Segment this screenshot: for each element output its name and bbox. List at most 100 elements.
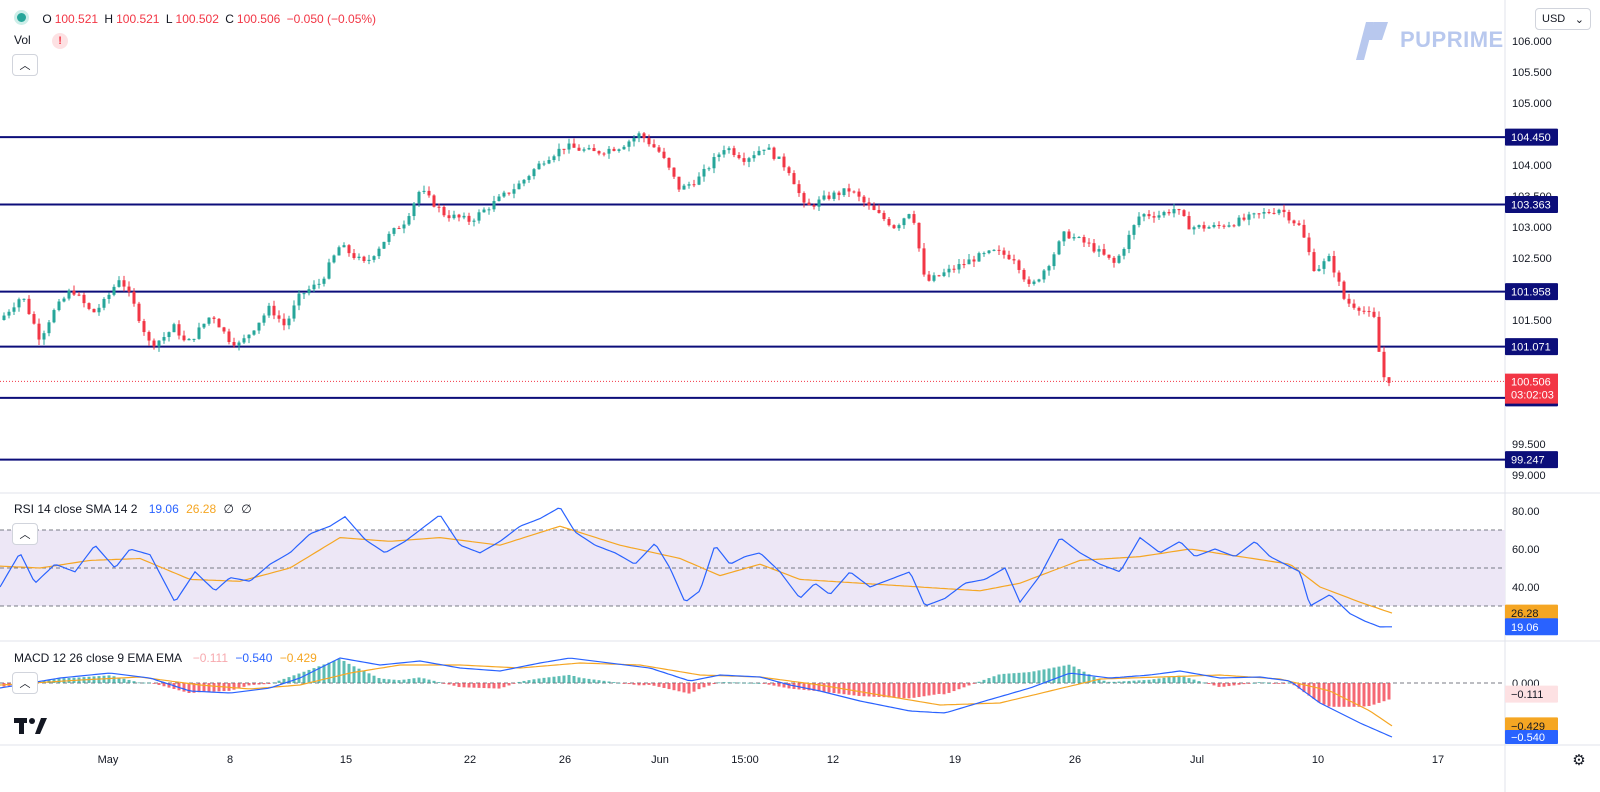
- macd-hist-bar: [567, 674, 571, 683]
- volume-warning-icon[interactable]: !: [52, 33, 69, 49]
- macd-hist-bar: [1202, 682, 1206, 684]
- macd-hist-bar: [1122, 681, 1126, 683]
- candle-body: [67, 290, 71, 299]
- macd-hist-bar: [192, 683, 196, 693]
- macd-hist-bar: [362, 671, 366, 683]
- macd-hist-bar: [662, 683, 666, 688]
- macd-hist-bar: [427, 679, 431, 683]
- symbol-status-dot: [14, 10, 29, 25]
- candle-body: [1302, 224, 1306, 238]
- currency-selector[interactable]: USD ⌄: [1535, 8, 1591, 30]
- candle-body: [887, 219, 891, 226]
- time-tick-label: 12: [827, 754, 839, 766]
- macd-hist-bar: [1072, 666, 1076, 683]
- macd-hist-bar: [737, 682, 741, 684]
- macd-hist-bar: [767, 683, 771, 685]
- macd-hist-bar: [482, 683, 486, 689]
- high-label: H: [104, 12, 114, 26]
- candle-body: [1172, 209, 1176, 214]
- candle-body: [87, 303, 91, 309]
- candle-body: [1137, 216, 1141, 226]
- candle-body: [977, 253, 981, 262]
- macd-hist-bar: [1027, 672, 1031, 683]
- macd-hist-bar: [447, 683, 451, 685]
- candle-body: [697, 176, 701, 185]
- candle-body: [782, 156, 786, 168]
- macd-hist-bar: [937, 683, 941, 694]
- rsi-value: 19.06: [148, 502, 179, 516]
- collapse-macd-button[interactable]: ︿: [12, 672, 38, 694]
- candle-body: [1072, 237, 1076, 239]
- candle-body: [1142, 214, 1146, 217]
- macd-hist-bar: [392, 679, 396, 683]
- high-value: 100.521: [116, 12, 160, 26]
- macd-panel: [0, 657, 1505, 738]
- candle-body: [352, 253, 356, 259]
- macd-hist-bar: [1152, 679, 1156, 683]
- macd-hist-bar: [1082, 671, 1086, 683]
- candle-body: [1052, 254, 1056, 267]
- macd-hist-bar: [1287, 682, 1291, 684]
- candle-body: [1082, 237, 1086, 243]
- candle-body: [777, 156, 781, 159]
- candle-body: [902, 218, 906, 226]
- volume-label[interactable]: Vol: [14, 33, 31, 47]
- level-badge-bg: [1505, 128, 1558, 146]
- macd-hist-bar: [522, 680, 526, 683]
- candle-body: [1257, 213, 1261, 215]
- candle-body: [1032, 281, 1036, 284]
- candle-body: [817, 199, 821, 207]
- macd-hist-bar: [1177, 675, 1181, 683]
- rsi-title[interactable]: RSI 14 close SMA 14 2: [14, 502, 138, 516]
- level-badge-bg: [1505, 283, 1558, 301]
- macd-title[interactable]: MACD 12 26 close 9 EMA EMA: [14, 651, 182, 665]
- macd-hist-bar: [642, 683, 646, 686]
- level-badge: 101.071: [1511, 342, 1551, 354]
- candle-body: [772, 147, 776, 159]
- candle-body: [1342, 281, 1346, 299]
- collapse-rsi-button[interactable]: ︿: [12, 523, 38, 545]
- time-tick-label: 26: [559, 754, 571, 766]
- candle-body: [1092, 243, 1096, 252]
- candle-body: [162, 337, 166, 341]
- candle-body: [372, 256, 376, 260]
- macd-hist-bar: [122, 678, 126, 683]
- candle-body: [767, 147, 771, 150]
- candle-body: [912, 214, 916, 223]
- macd-hist-bar: [762, 683, 766, 684]
- candle-body: [1177, 209, 1181, 211]
- candle-body: [682, 185, 686, 190]
- settings-gear-icon[interactable]: ⚙: [1572, 752, 1586, 769]
- candle-body: [1377, 316, 1381, 352]
- macd-hist-bar: [1267, 682, 1271, 684]
- candle-body: [637, 133, 641, 139]
- macd-hist-bar: [1272, 683, 1276, 684]
- candle-body: [22, 298, 26, 300]
- time-tick-label: 26: [1069, 754, 1081, 766]
- candle-body: [1187, 216, 1191, 230]
- macd-hist-bar: [142, 682, 146, 684]
- macd-hist-bar: [1037, 670, 1041, 683]
- price-tick-label: 99.500: [1512, 439, 1546, 451]
- countdown-badge: 03:02:03: [1511, 390, 1554, 402]
- candle-body: [572, 143, 576, 148]
- candle-body: [57, 301, 61, 311]
- candle-body: [787, 167, 791, 174]
- time-tick-label: May: [98, 754, 119, 766]
- macd-hist-bar: [377, 678, 381, 683]
- candle-body: [1197, 225, 1201, 228]
- candle-body: [472, 220, 476, 222]
- tradingview-logo-icon[interactable]: [14, 716, 48, 736]
- candle-body: [1292, 220, 1296, 224]
- candle-body: [897, 225, 901, 229]
- candle-body: [957, 264, 961, 270]
- macd-hist-bar: [1162, 677, 1166, 683]
- macd-hist-bar: [1117, 681, 1121, 683]
- macd-hist-bar: [617, 682, 621, 684]
- macd-hist-bar: [1352, 683, 1356, 707]
- collapse-main-button[interactable]: ︿: [12, 54, 38, 76]
- time-axis: May 8 15 22 26 Jun 15:00 12 19 26 Jul 10 17: [98, 754, 1445, 766]
- macd-hist-bar: [1047, 668, 1051, 683]
- macd-hist-bar: [1372, 683, 1376, 705]
